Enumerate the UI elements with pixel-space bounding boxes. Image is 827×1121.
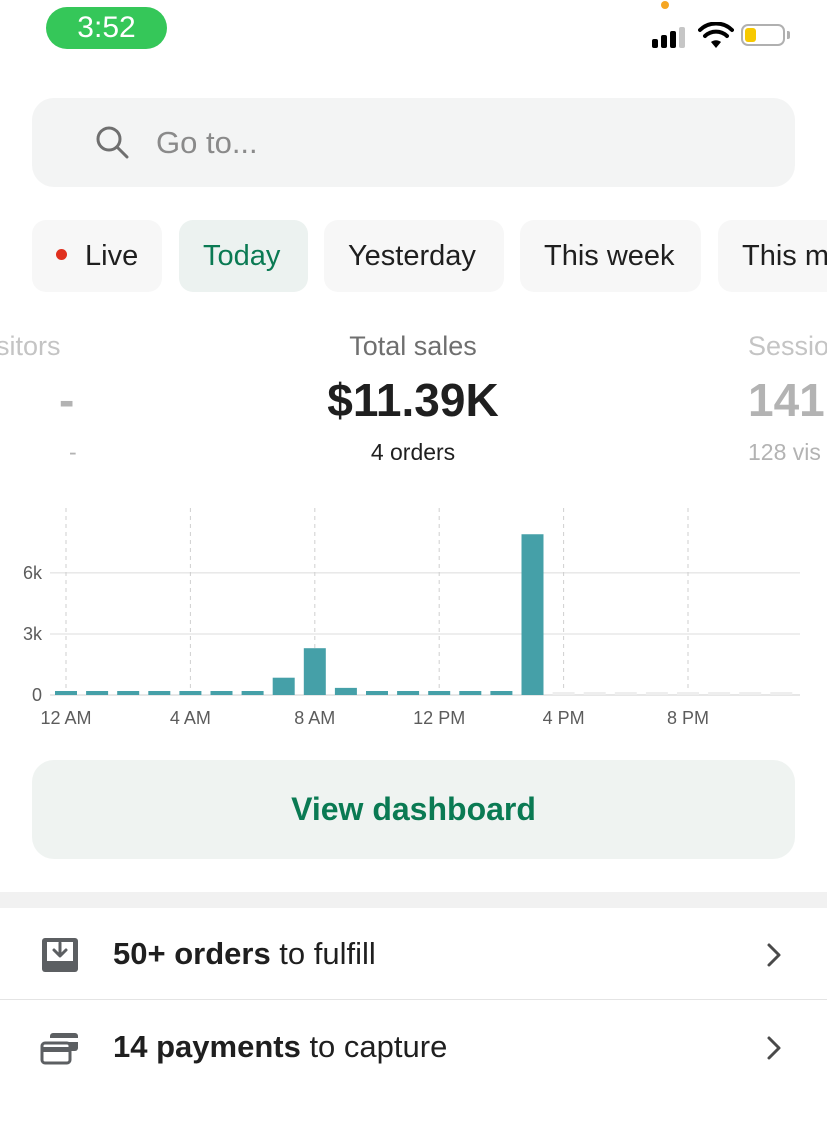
search-icon <box>96 126 129 159</box>
chart-bar <box>490 691 513 695</box>
chart-bar <box>86 691 109 695</box>
status-bar: 3:52 <box>0 0 827 60</box>
chart-bar <box>117 691 140 695</box>
chart-bar <box>521 534 544 695</box>
metric-value: $11.39K <box>327 374 499 426</box>
metric-label: Total sales <box>349 331 477 361</box>
metric-value: - <box>59 374 75 426</box>
filter-chip-this-week[interactable]: This week <box>520 220 701 292</box>
chart-bar <box>366 691 388 695</box>
filter-chip-live[interactable]: Live <box>32 220 162 292</box>
chart-bar <box>148 691 171 695</box>
task-label: 14 payments to capture <box>113 1001 447 1093</box>
x-tick-label: 8 PM <box>667 708 709 728</box>
chart-bar <box>210 691 233 695</box>
metric-label: Sessio <box>748 331 827 361</box>
task-payments-to-capture[interactable]: 14 payments to capture <box>0 1001 827 1093</box>
metric-label: isitors <box>0 331 61 361</box>
x-tick-label: 12 PM <box>413 708 465 728</box>
metric-sub: 4 orders <box>370 439 456 465</box>
view-dashboard-button[interactable]: View dashboard <box>32 760 795 859</box>
metric-value: 141 <box>748 374 825 426</box>
task-suffix: to fulfill <box>270 936 376 971</box>
metric-sub: 128 vis <box>748 439 821 465</box>
chart-bar <box>677 692 699 695</box>
bottom-spacer <box>0 1093 827 1121</box>
inbox-download-icon <box>42 938 78 972</box>
search-bar[interactable] <box>32 98 795 187</box>
filter-chip-label: Today <box>203 240 281 272</box>
chart-bar <box>645 692 668 695</box>
credit-cards-icon <box>40 1033 78 1065</box>
sales-bar-chart: 0 3k 6k 12 AM 4 AM 8 AM 12 PM 4 PM 8 PM <box>23 508 800 728</box>
list-divider <box>0 999 827 1000</box>
task-count: 14 payments <box>113 1029 301 1064</box>
task-count: 50+ orders <box>113 936 271 971</box>
status-time: 3:52 <box>46 7 167 49</box>
chart-bar <box>583 692 606 695</box>
y-tick-label: 3k <box>23 624 43 644</box>
filter-chip-this-month[interactable]: This m <box>718 220 827 292</box>
chart-bar <box>303 648 326 695</box>
chart-bar <box>614 692 637 695</box>
battery-icon <box>741 24 790 48</box>
y-tick-label: 6k <box>23 563 43 583</box>
filter-chip-label: This week <box>544 240 675 272</box>
metric-visitors[interactable]: isitors - - <box>0 330 130 466</box>
task-orders-to-fulfill[interactable]: 50+ orders to fulfill <box>0 908 827 1000</box>
chart-bar <box>770 692 793 695</box>
privacy-indicator-icon <box>661 1 669 9</box>
task-label: 50+ orders to fulfill <box>113 908 376 1000</box>
task-suffix: to capture <box>300 1029 448 1064</box>
metric-sub: - <box>69 439 77 465</box>
search-input[interactable] <box>154 116 758 170</box>
chart-bar <box>179 691 202 695</box>
filter-chip-label: Live <box>85 240 139 272</box>
cellular-signal-icon <box>652 26 690 48</box>
filter-chip-label: This m <box>742 240 827 272</box>
chart-bar <box>739 692 762 695</box>
x-tick-label: 4 AM <box>170 708 211 728</box>
chart-bar <box>552 692 575 695</box>
y-tick-label: 0 <box>32 685 42 705</box>
date-filter-bar: Live Today Yesterday This week This m <box>32 220 827 292</box>
chart-bar <box>428 691 451 695</box>
wifi-icon <box>698 22 734 48</box>
filter-chip-label: Yesterday <box>348 240 476 272</box>
x-tick-label: 4 PM <box>543 708 585 728</box>
chart-bar <box>272 677 295 695</box>
x-tick-label: 12 AM <box>40 708 91 728</box>
live-dot-icon <box>56 248 67 260</box>
filter-chip-yesterday[interactable]: Yesterday <box>324 220 504 292</box>
chart-bar <box>708 692 731 695</box>
chart-bar <box>241 691 264 695</box>
filter-chip-today[interactable]: Today <box>179 220 308 292</box>
chevron-right-icon <box>767 943 781 967</box>
metric-sessions[interactable]: Sessio 141 128 vis <box>748 330 827 466</box>
chart-bar <box>55 691 77 695</box>
chart-bar <box>397 691 420 695</box>
x-tick-label: 8 AM <box>294 708 335 728</box>
section-separator <box>0 892 827 908</box>
sales-chart[interactable]: 0 3k 6k 12 AM 4 AM 8 AM 12 PM 4 PM 8 PM <box>0 500 827 740</box>
chart-bar <box>459 691 482 695</box>
chevron-right-icon <box>767 1036 781 1060</box>
metric-total-sales[interactable]: Total sales $11.39K 4 orders <box>263 330 563 466</box>
chart-bar <box>334 687 357 695</box>
